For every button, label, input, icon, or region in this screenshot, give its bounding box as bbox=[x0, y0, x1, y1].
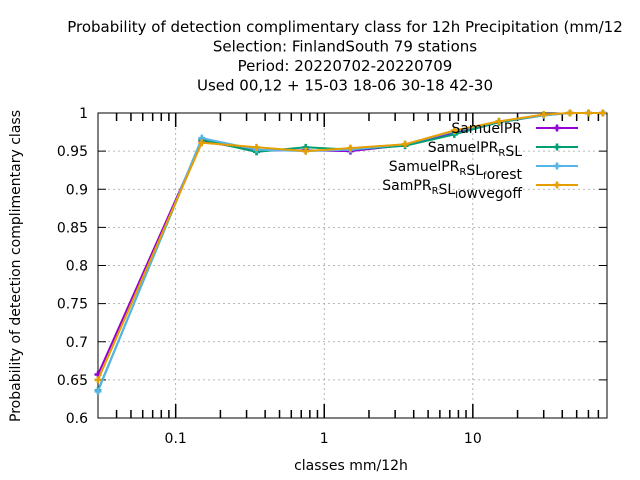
legend-marker-3 bbox=[553, 162, 561, 170]
data-point bbox=[346, 144, 354, 152]
data-point bbox=[401, 140, 409, 148]
data-point bbox=[540, 111, 548, 119]
y-tick-label: 0.9 bbox=[66, 182, 88, 198]
title-line-2: Selection: FinlandSouth 79 stations bbox=[213, 38, 477, 56]
x-axis-label: classes mm/12h bbox=[294, 458, 408, 474]
axes: 0.6 0.65 0.7 0.75 0.8 0.85 0.9 0.95 1 0.1 1 10 bbox=[57, 106, 608, 447]
plot-series bbox=[94, 109, 607, 395]
legend-label-1: SamuelPR bbox=[451, 121, 522, 137]
legend-label-3: SamuelPRRSLforest bbox=[389, 159, 523, 183]
data-point bbox=[253, 143, 261, 151]
legend-marker-1 bbox=[553, 124, 561, 132]
data-point bbox=[302, 147, 310, 155]
data-point bbox=[94, 376, 102, 384]
y-tick-label: 0.8 bbox=[66, 259, 88, 275]
data-point bbox=[566, 109, 574, 117]
x-tick-label: 0.1 bbox=[165, 431, 187, 447]
y-axis-label: Probability of detection complimentary c… bbox=[8, 110, 24, 422]
x-tick-label: 1 bbox=[320, 431, 329, 447]
x-tick-label: 10 bbox=[464, 431, 482, 447]
data-point bbox=[94, 387, 102, 395]
data-point bbox=[599, 109, 607, 117]
data-point bbox=[584, 109, 592, 117]
series-3 bbox=[94, 109, 607, 395]
series-line bbox=[97, 112, 603, 392]
data-point bbox=[450, 127, 458, 135]
series-4 bbox=[94, 109, 607, 384]
legend: SamuelPR SamuelPRRSLSamuelPRRSLforestSamP… bbox=[382, 121, 578, 202]
legend-label-2: SamuelPRRSL bbox=[428, 140, 522, 160]
y-tick-label: 1 bbox=[79, 106, 88, 122]
grid bbox=[98, 113, 607, 418]
title-line-4: Used 00,12 + 15-03 18-06 30-18 42-30 bbox=[197, 77, 493, 95]
y-tick-label: 0.75 bbox=[57, 297, 88, 313]
y-tick-label: 0.65 bbox=[57, 373, 88, 389]
data-point bbox=[495, 117, 503, 125]
y-tick-label: 0.95 bbox=[57, 144, 88, 160]
legend-marker-4 bbox=[553, 181, 561, 189]
y-tick-label: 0.6 bbox=[66, 411, 88, 427]
data-point bbox=[198, 139, 206, 147]
title-line-1: Probability of detection complimentary c… bbox=[67, 18, 623, 36]
y-tick-label: 0.7 bbox=[66, 335, 88, 351]
legend-marker-2 bbox=[553, 143, 561, 151]
y-tick-label: 0.85 bbox=[57, 220, 88, 236]
legend-label-4: SamPRRSLlowvegoff bbox=[382, 178, 522, 202]
chart-title: Probability of detection complimentary c… bbox=[67, 18, 623, 95]
title-line-3: Period: 20220702-20220709 bbox=[238, 57, 453, 75]
